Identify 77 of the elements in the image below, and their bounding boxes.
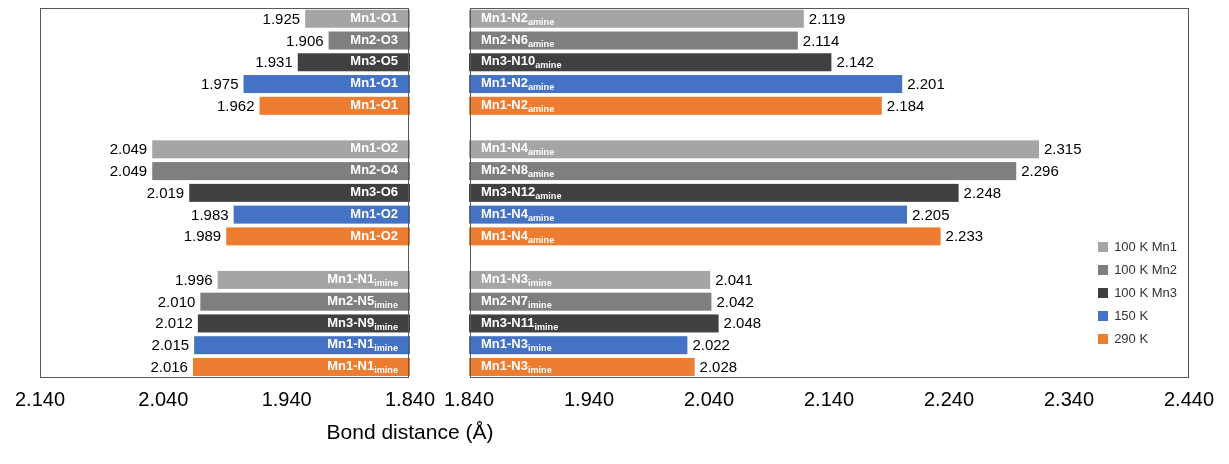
data-label: 2.201 — [907, 75, 945, 93]
data-label: 2.042 — [716, 292, 754, 310]
y-tick-label: Mn2-N6$_{amine}$ — [481, 31, 555, 49]
y-tick-label: Mn1-N2$_{amine}$ — [481, 75, 555, 93]
legend-label: 100 K Mn2 — [1114, 261, 1177, 279]
y-tick-label: Mn1-N4$_{amine}$ — [481, 205, 555, 223]
data-label: 2.028 — [699, 357, 738, 375]
data-label: 2.041 — [715, 270, 753, 288]
x-tick-label: 1.840 — [443, 388, 495, 411]
data-label: 2.019 — [146, 183, 185, 201]
y-tick-label: Mn1-N1$_{imine}$ — [327, 336, 398, 354]
y-tick-label: Mn1-O1 — [350, 96, 398, 112]
y-tick-label: Mn3-N11$_{imine}$ — [481, 314, 559, 332]
data-label: 2.296 — [1021, 162, 1059, 180]
y-tick-label: Mn1-N2$_{amine}$ — [481, 96, 555, 114]
x-tick-label: 2.140 — [14, 388, 66, 411]
data-label: 2.315 — [1044, 140, 1082, 158]
y-tick-label: Mn3-N9$_{imine}$ — [327, 314, 398, 332]
y-tick-label: Mn2-N7$_{imine}$ — [481, 292, 552, 310]
y-tick-label: Mn1-N4$_{amine}$ — [481, 140, 555, 158]
data-label: 2.248 — [963, 183, 1002, 201]
x-tick-label: 1.940 — [261, 388, 312, 411]
legend-label: 100 K Mn3 — [1114, 284, 1177, 302]
x-tick-label: 1.940 — [563, 388, 615, 411]
y-tick-label: Mn1-N3$_{imine}$ — [481, 271, 552, 289]
legend-label: 290 K — [1114, 330, 1149, 348]
y-tick-label: Mn3-N10$_{amine}$ — [481, 53, 562, 71]
data-label: 1.975 — [200, 75, 239, 93]
x-tick-label: 2.140 — [803, 388, 855, 411]
data-label: 2.233 — [945, 227, 984, 245]
data-label: 2.010 — [157, 292, 196, 310]
x-tick-label: 1.840 — [384, 388, 436, 411]
y-tick-label: Mn1-O1 — [350, 75, 398, 91]
y-tick-label: Mn1-N1$_{imine}$ — [327, 358, 398, 376]
x-tick-label: 2.240 — [923, 388, 975, 411]
y-tick-label: Mn1-O2 — [350, 140, 398, 156]
y-tick-label: Mn3-O6 — [350, 184, 398, 199]
data-label: 1.931 — [255, 53, 293, 71]
y-tick-label: Mn3-N12$_{amine}$ — [481, 184, 562, 201]
legend-label: 100 K Mn1 — [1114, 238, 1177, 256]
y-tick-label: Mn1-O2 — [350, 205, 398, 221]
data-label: 2.205 — [912, 205, 950, 223]
y-tick-label: Mn2-O4 — [350, 162, 399, 178]
y-tick-label: Mn2-O3 — [350, 31, 398, 47]
data-label: 2.048 — [723, 314, 762, 332]
y-tick-label: Mn1-N2$_{amine}$ — [481, 9, 555, 27]
data-label: 2.012 — [155, 314, 193, 332]
data-label: 2.022 — [692, 336, 730, 354]
y-tick-label: Mn2-N5$_{imine}$ — [327, 292, 398, 310]
data-label: 1.906 — [286, 31, 324, 49]
data-label: 2.114 — [802, 31, 840, 49]
data-label: 1.925 — [262, 9, 301, 27]
data-label: 2.015 — [151, 336, 190, 354]
data-label: 1.983 — [191, 205, 229, 223]
x-tick-label: 2.440 — [1163, 388, 1215, 411]
x-axis-title: Bond distance (Å) — [325, 420, 495, 444]
data-label: 2.184 — [886, 96, 925, 114]
data-label: 1.996 — [175, 270, 213, 288]
data-label: 2.142 — [836, 53, 874, 71]
y-tick-label: Mn1-N4$_{amine}$ — [481, 227, 555, 245]
data-label: 1.989 — [183, 227, 222, 245]
y-tick-label: Mn2-N8$_{amine}$ — [481, 162, 555, 180]
y-tick-label: Mn1-O2 — [350, 227, 398, 243]
y-tick-label: Mn3-O5 — [350, 53, 398, 69]
legend-label: 150 K — [1114, 307, 1149, 325]
data-label: 2.049 — [109, 140, 148, 158]
x-tick-label: 2.040 — [138, 388, 189, 411]
y-tick-label: Mn1-O1 — [350, 9, 398, 25]
y-tick-label: Mn1-N3$_{imine}$ — [481, 336, 552, 354]
y-tick-label: Mn1-N1$_{imine}$ — [327, 271, 398, 289]
y-tick-label: Mn1-N3$_{imine}$ — [481, 358, 552, 376]
x-tick-label: 2.340 — [1043, 388, 1095, 411]
data-label: 2.049 — [109, 162, 148, 180]
data-label: 2.016 — [150, 357, 188, 375]
data-label: 1.962 — [216, 96, 255, 114]
x-tick-label: 2.040 — [683, 388, 735, 411]
data-label: 2.119 — [808, 9, 846, 27]
